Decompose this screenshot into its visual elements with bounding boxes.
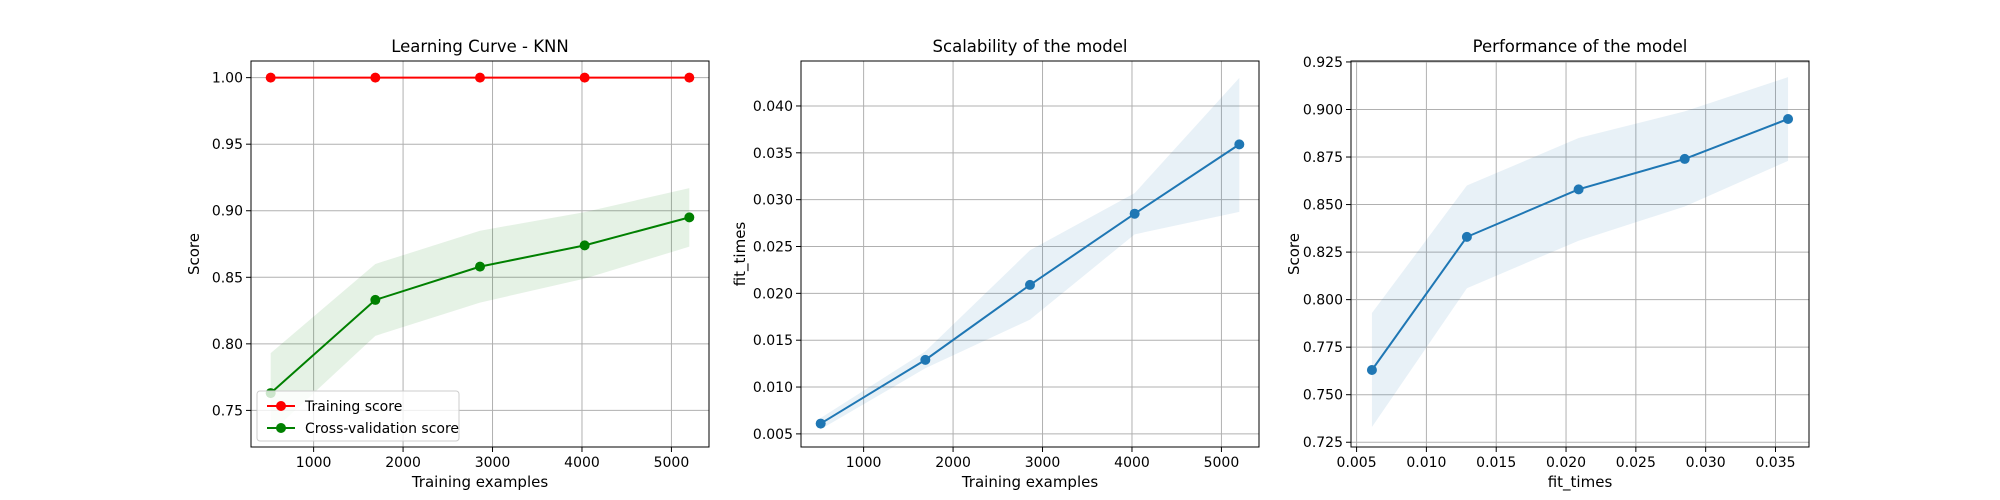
x-tick-label: 1000	[846, 455, 882, 471]
y-tick-label: 0.035	[753, 146, 793, 162]
data-point	[1129, 208, 1140, 219]
y-tick-label: 0.040	[753, 99, 793, 115]
y-axis-title: Score	[185, 233, 203, 275]
x-axis-title: Training examples	[411, 473, 549, 491]
y-tick-label: 0.775	[1303, 340, 1343, 356]
x-axis-title: Training examples	[961, 473, 1099, 491]
data-point	[370, 72, 381, 83]
y-tick-label: 0.010	[753, 380, 793, 396]
confidence-band-1	[1371, 77, 1789, 428]
legend: Training score Cross-validation score	[256, 390, 460, 442]
y-tick-label: 0.95	[212, 137, 243, 153]
legend-label: Cross-validation score	[305, 421, 459, 437]
legend-label: Training score	[304, 399, 402, 415]
data-point	[1234, 139, 1245, 150]
y-tick-label: 0.030	[753, 193, 793, 209]
x-tick-label: 0.005	[1337, 455, 1377, 471]
y-tick-label: 0.725	[1303, 435, 1343, 451]
y-axis-title: Score	[1285, 233, 1303, 275]
x-tick-label: 0.020	[1546, 455, 1586, 471]
y-tick-label: 0.850	[1303, 198, 1343, 214]
legend-box	[256, 390, 460, 442]
y-axis-title: fit_times	[731, 222, 750, 287]
data-point	[684, 72, 695, 83]
x-tick-label: 0.010	[1406, 455, 1446, 471]
y-tick-label: 0.75	[212, 403, 243, 419]
y-tick-label: 1.00	[212, 71, 243, 87]
y-tick-label: 0.025	[753, 240, 793, 256]
y-tick-label: 0.80	[212, 337, 243, 353]
grid	[801, 61, 1259, 447]
x-tick-label: 3000	[475, 455, 511, 471]
y-tick-label: 0.005	[753, 427, 793, 443]
panel-title: Learning Curve - KNN	[391, 37, 569, 56]
x-tick-label: 0.015	[1476, 455, 1516, 471]
y-tick-label: 0.875	[1303, 150, 1343, 166]
y-tick-label: 0.925	[1303, 55, 1343, 71]
data-point	[920, 354, 931, 365]
x-axis-title: fit_times	[1548, 473, 1613, 492]
x-tick-label: 0.030	[1686, 455, 1726, 471]
data-point	[579, 72, 590, 83]
panel-title: Performance of the model	[1473, 37, 1688, 56]
plot-frame	[1350, 60, 1810, 448]
data-point	[684, 212, 695, 223]
x-tick-label: 3000	[1025, 455, 1061, 471]
x-tick-label: 4000	[1114, 455, 1150, 471]
plot-frame	[800, 60, 1260, 448]
data-point	[815, 418, 826, 429]
y-tick-label: 0.750	[1303, 388, 1343, 404]
x-tick-label: 0.025	[1616, 455, 1656, 471]
y-tick-label: 0.825	[1303, 245, 1343, 261]
grid	[1351, 61, 1809, 447]
x-tick-label: 2000	[935, 455, 971, 471]
chart-panel-2: 1000 2000 3000 4000 5000 0.005 0.010 0.015 0.020…	[731, 37, 1260, 491]
legend-swatch-marker	[276, 423, 286, 433]
chart-panel-1: 1000 2000 3000 4000 5000 0.75 0.80 0.85 0.90 0.95…	[185, 37, 710, 491]
data-point	[1461, 231, 1472, 242]
y-tick-label: 0.015	[753, 333, 793, 349]
data-point	[475, 261, 485, 272]
data-point	[475, 72, 485, 83]
y-tick-label: 0.800	[1303, 293, 1343, 309]
y-tick-label: 0.020	[753, 286, 793, 302]
data-point	[1679, 153, 1690, 164]
y-tick-label: 0.900	[1303, 102, 1343, 118]
chart-panel-3: 0.005 0.010 0.015 0.020 0.025 0.030 0.035 0.725…	[1285, 37, 1810, 492]
plot-frame	[250, 60, 710, 448]
data-point	[370, 294, 381, 305]
x-tick-label: 5000	[1204, 455, 1240, 471]
x-tick-label: 0.035	[1755, 455, 1795, 471]
x-tick-label: 4000	[564, 455, 600, 471]
legend-swatch-marker	[276, 401, 286, 411]
data-point	[579, 240, 590, 251]
x-tick-label: 1000	[296, 455, 332, 471]
data-point	[1783, 113, 1794, 124]
x-tick-label: 2000	[385, 455, 421, 471]
y-tick-label: 0.90	[212, 204, 243, 220]
panel-title: Scalability of the model	[933, 37, 1128, 56]
data-point	[265, 72, 276, 83]
confidence-band-1	[820, 77, 1240, 430]
data-point	[1366, 364, 1377, 375]
y-tick-label: 0.85	[212, 270, 243, 286]
data-point	[1573, 184, 1584, 195]
data-point	[1025, 279, 1035, 290]
x-tick-label: 5000	[654, 455, 690, 471]
